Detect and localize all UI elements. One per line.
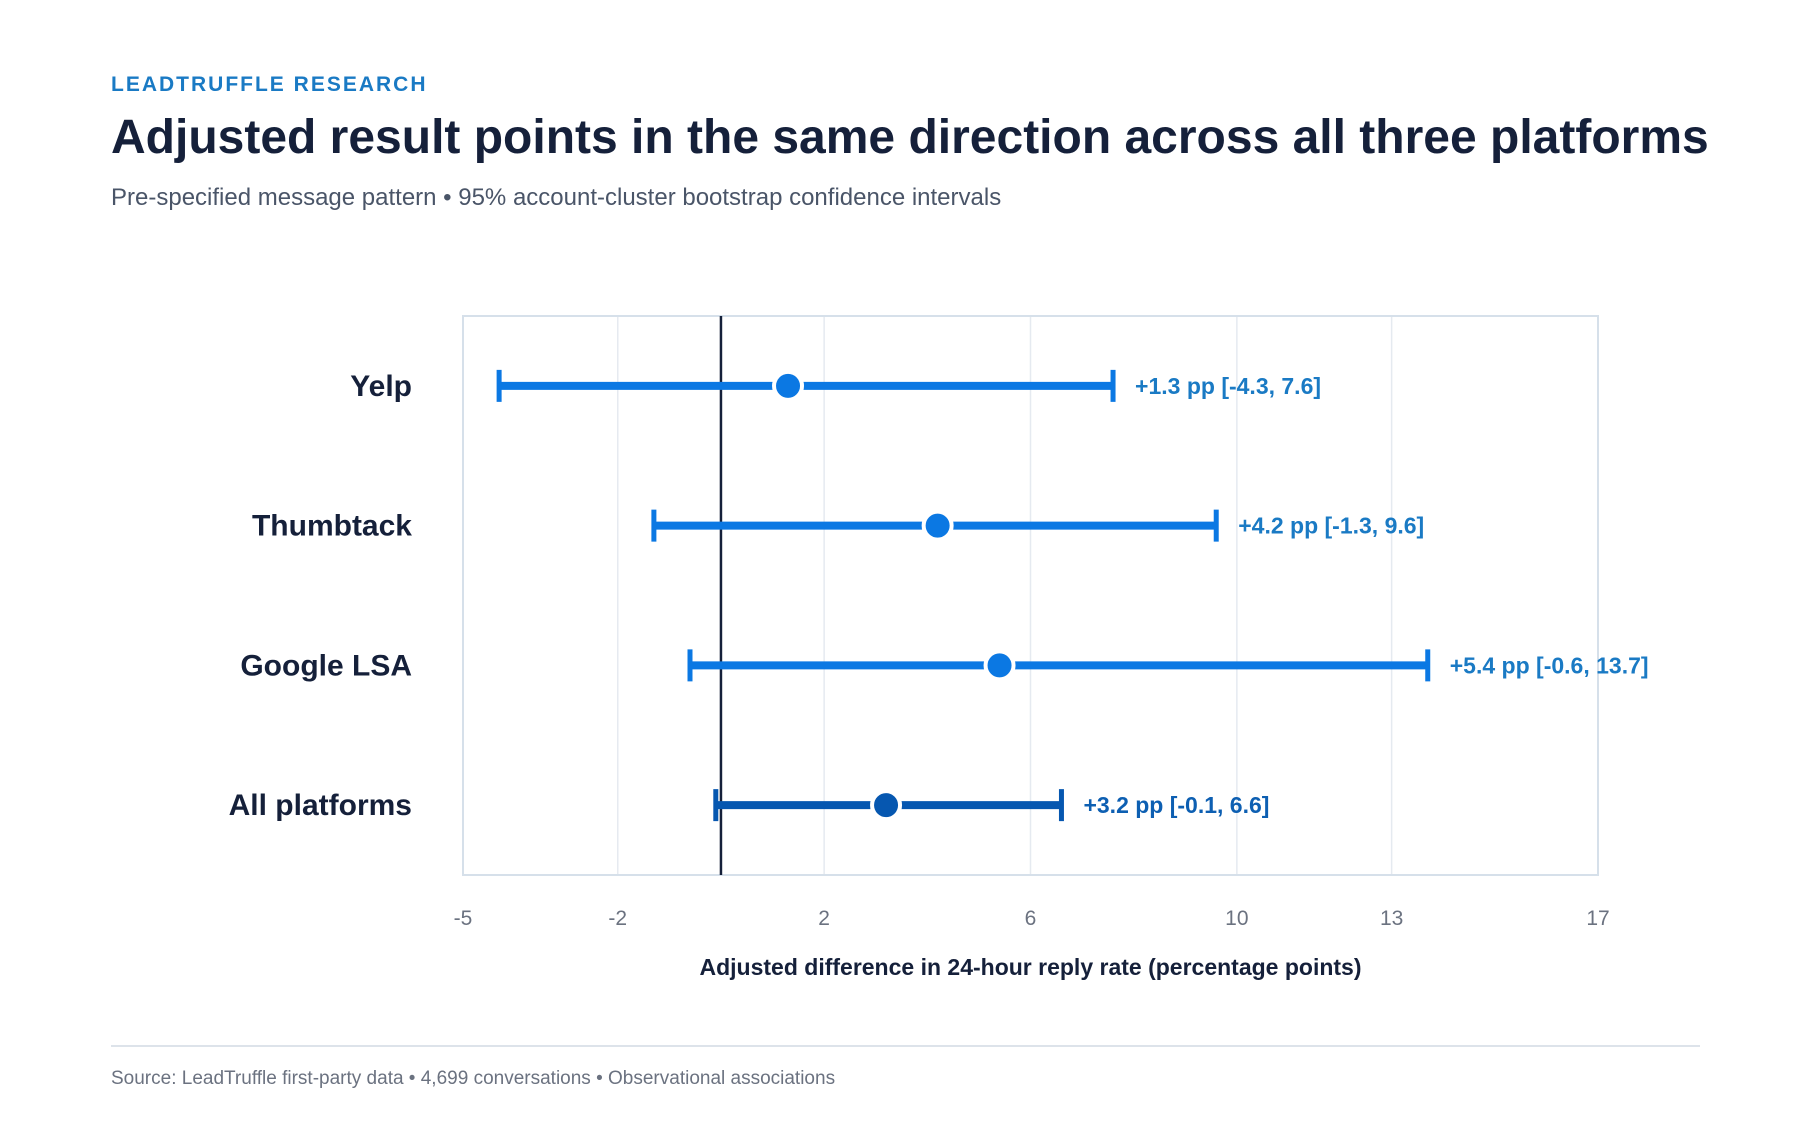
point-estimate-marker bbox=[870, 789, 903, 822]
x-tick-label: 2 bbox=[818, 907, 830, 930]
footer-divider bbox=[111, 1045, 1700, 1047]
point-estimate-marker bbox=[772, 369, 805, 402]
row-label: Thumbtack bbox=[252, 510, 412, 543]
point-estimate-marker bbox=[983, 649, 1016, 682]
chart-title: Adjusted result points in the same direc… bbox=[111, 111, 1709, 164]
x-tick-label: -2 bbox=[608, 907, 627, 930]
plot-frame bbox=[462, 315, 1599, 876]
estimate-annotation: +3.2 pp [-0.1, 6.6] bbox=[1083, 792, 1269, 818]
estimate-annotation: +1.3 pp [-4.3, 7.6] bbox=[1135, 373, 1321, 399]
eyebrow-label: LEADTRUFFLE RESEARCH bbox=[111, 73, 428, 96]
x-tick-label: 6 bbox=[1025, 907, 1037, 930]
x-tick-label: 13 bbox=[1380, 907, 1403, 930]
row-label: Google LSA bbox=[240, 649, 412, 682]
estimate-annotation: +4.2 pp [-1.3, 9.6] bbox=[1238, 513, 1424, 539]
x-tick-label: -5 bbox=[454, 907, 473, 930]
x-axis-title: Adjusted difference in 24-hour reply rat… bbox=[699, 954, 1361, 980]
estimate-annotation: +5.4 pp [-0.6, 13.7] bbox=[1450, 652, 1649, 678]
source-note: Source: LeadTruffle first-party data • 4… bbox=[111, 1068, 836, 1089]
row-label: Yelp bbox=[350, 370, 412, 403]
x-tick-label: 17 bbox=[1586, 907, 1609, 930]
x-tick-label: 10 bbox=[1225, 907, 1248, 930]
row-label: All platforms bbox=[229, 789, 412, 822]
chart-subtitle: Pre-specified message pattern • 95% acco… bbox=[111, 184, 1002, 211]
point-estimate-marker bbox=[921, 509, 954, 542]
